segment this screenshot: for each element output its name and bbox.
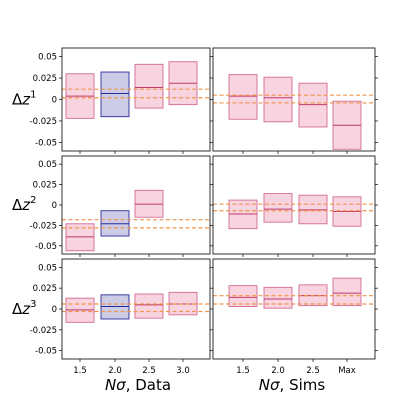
row-label-2: Δz2 [12,195,37,214]
y-tick-label: 0 [52,305,57,315]
x-tick-label-2.5: 2.5 [306,366,320,376]
x-tick-label-2.5: 2.5 [142,366,156,376]
x-tick-label-Max: Max [338,366,356,376]
y-tick-label: 0.025 [33,181,57,191]
y-tick-label: 0.05 [38,160,57,170]
panel-frame [212,258,376,360]
row-label-3: Δz3 [12,299,37,318]
x-tick-label-2.0: 2.0 [108,366,122,376]
box-2.5 [134,63,164,109]
box-2.0 [263,76,293,123]
y-tick-label: 0.025 [33,74,57,84]
y-tick-label: -0.05 [35,242,57,252]
box-1.5 [228,74,258,120]
panels-layer: 0.05 0.025 0 -0.025 -0.05 0.05 0.025 0 -0.025 -0.… [30,47,378,362]
y-tick-label: 0 [52,96,57,106]
x-axis-label-2: Nσ, Sims [259,376,326,394]
x-tick-label-2.0: 2.0 [271,366,285,376]
panel-r3-c1: 0.05 0.025 0 -0.025 -0.05 [30,258,211,362]
y-tick-label: -0.05 [35,138,57,148]
box-2.0 [263,193,293,223]
y-tick-label: 0.05 [38,263,57,273]
x-tick-label-1.5: 1.5 [236,366,250,376]
panel-r3-c2 [210,258,378,362]
box-Max [332,277,362,307]
labels-layer: 1.5 2.0 2.5 3.0 1.5 2.0 2.5 Max Nσ, Data Nσ, Sims… [12,90,356,395]
box-2.5 [134,293,164,319]
panel-r2-c2 [210,155,378,257]
y-tick-label: 0.05 [38,53,57,63]
y-tick-label: -0.025 [30,117,57,127]
y-tick-label: 0 [52,201,57,211]
y-tick-label: -0.05 [35,347,57,357]
x-axis-label-1: Nσ, Data [105,376,171,394]
x-tick-label-1.5: 1.5 [73,366,87,376]
x-tick-label-3.0: 3.0 [176,366,190,376]
panel-r1-c2 [210,47,378,154]
box-2.0 [100,71,130,118]
y-tick-label: 0.025 [33,284,57,294]
y-tick-label: -0.025 [30,326,57,336]
y-tick-label: -0.025 [30,221,57,231]
panel-r1-c1: 0.05 0.025 0 -0.025 -0.05 [30,47,211,154]
row-label-1: Δz1 [12,90,37,109]
panel-r2-c1: 0.05 0.025 0 -0.025 -0.05 [30,155,211,257]
box-2.0 [263,286,293,309]
